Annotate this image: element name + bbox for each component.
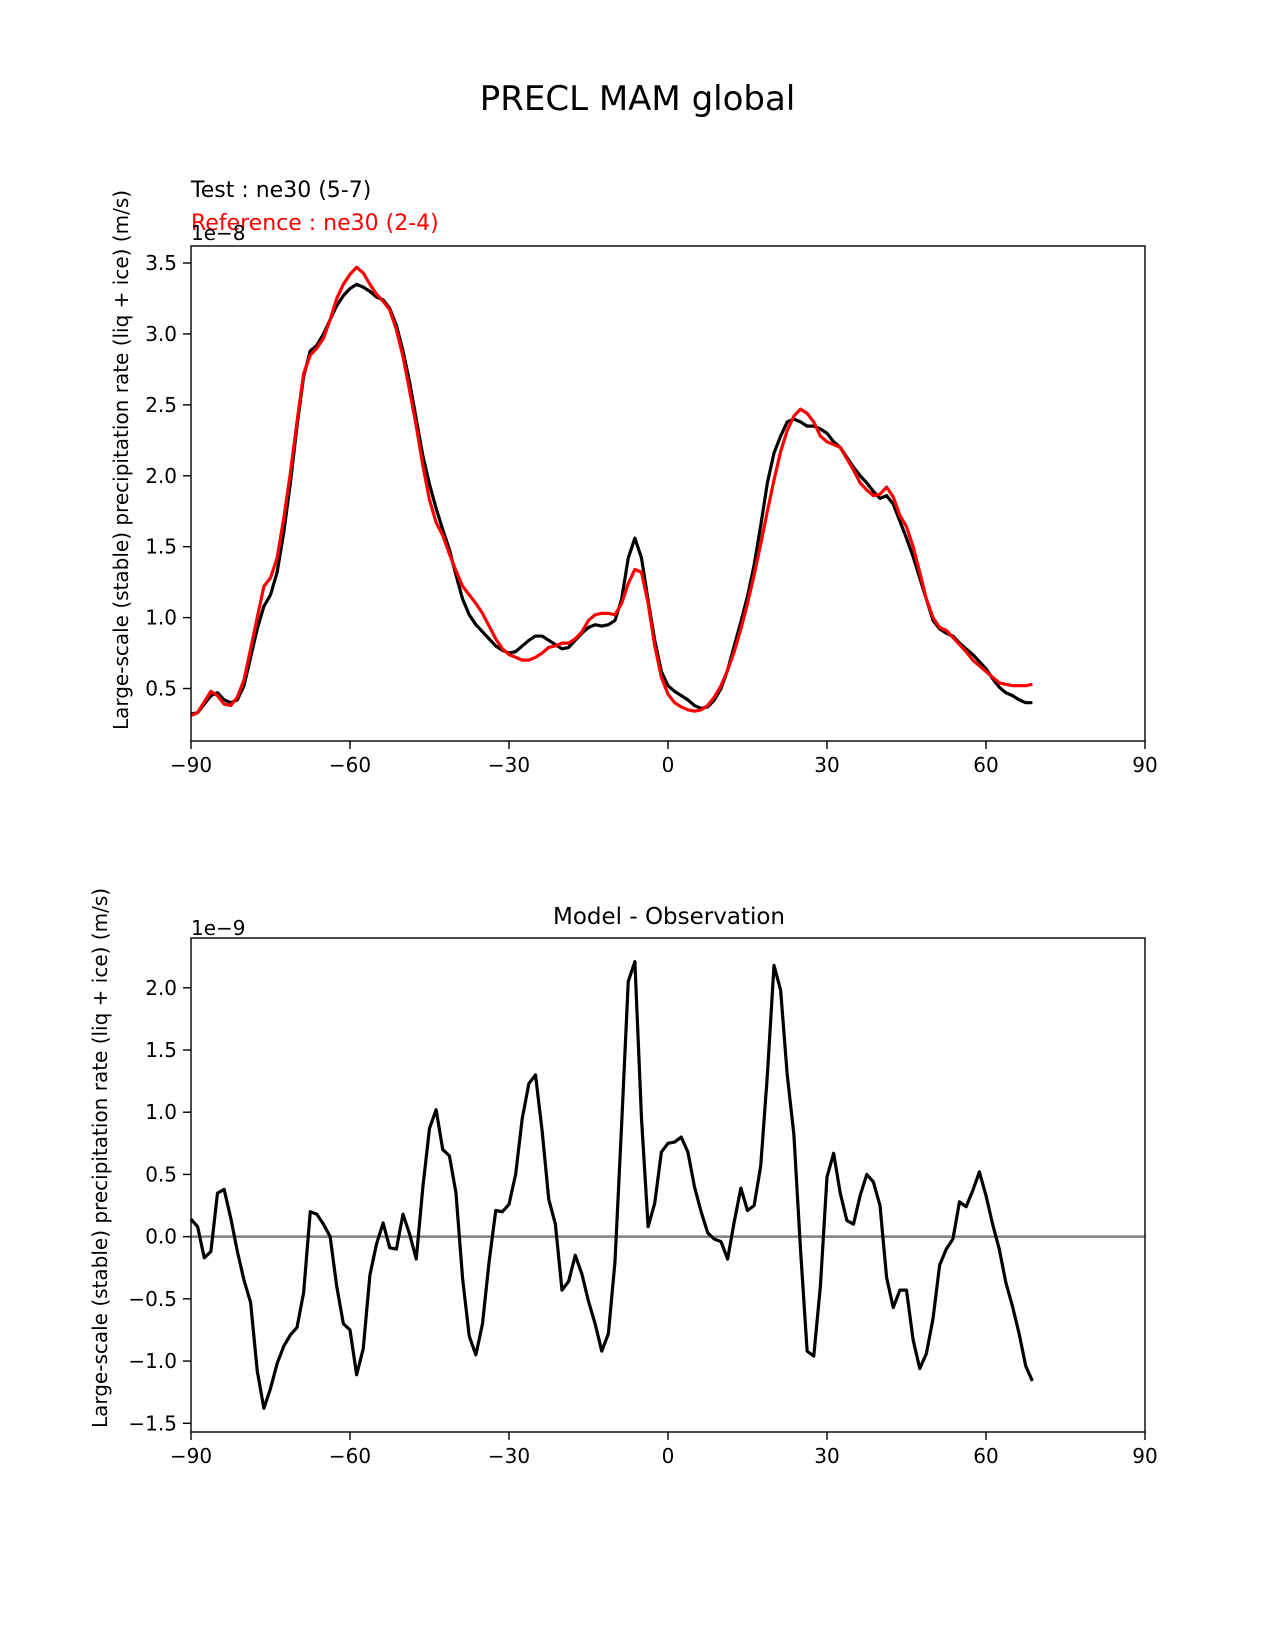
test-legend-label: Test : ne30 (5-7) <box>190 178 371 203</box>
bottom-x-tick-label: −90 <box>170 1444 212 1468</box>
bottom-x-tick-label: −30 <box>488 1444 530 1468</box>
bottom-y-tick-label: 0.5 <box>145 1162 177 1186</box>
top-y-tick-label: 3.5 <box>145 251 177 275</box>
top-x-tick-label: 0 <box>662 753 675 777</box>
bottom-x-tick-label: 60 <box>973 1444 998 1468</box>
figure-title: PRECL MAM global <box>480 79 796 119</box>
top-offset-label: 1e−8 <box>191 221 246 245</box>
bottom-y-tick-label: 1.0 <box>145 1100 177 1124</box>
bottom-x-tick-label: −60 <box>329 1444 371 1468</box>
top-x-tick-label: −90 <box>170 753 212 777</box>
top-x-tick-label: 60 <box>973 753 998 777</box>
top-y-tick-label: 1.0 <box>145 606 177 630</box>
bottom-x-tick-label: 90 <box>1132 1444 1157 1468</box>
bottom-y-axis-label: Large-scale (stable) precipitation rate … <box>88 888 112 1428</box>
bottom-y-tick-label: −1.0 <box>128 1349 177 1373</box>
bottom-y-tick-label: −0.5 <box>128 1287 177 1311</box>
top-panel: Test : ne30 (5-7) Reference : ne30 (2-4)… <box>109 178 1158 777</box>
reference-legend-label: Reference : ne30 (2-4) <box>191 211 439 236</box>
top-x-tick-label: −60 <box>329 753 371 777</box>
bottom-plot-area: −90 −60 −30 0 30 60 90 −1.5 −1.0 −0.5 0.0 0.5 1.0 1.5… <box>128 937 1158 1468</box>
top-y-tick-label: 1.5 <box>145 535 177 559</box>
top-x-tick-label: 30 <box>814 753 839 777</box>
bottom-x-tick-label: 0 <box>662 1444 675 1468</box>
top-plot-area: −90 −60 −30 0 30 60 90 0.5 1.0 1.5 2.0 2.5 3.0 3.5 <box>145 245 1158 777</box>
top-y-tick-label: 0.5 <box>145 677 177 701</box>
bottom-series-difference <box>189 960 1034 1410</box>
bottom-offset-label: 1e−9 <box>191 916 246 940</box>
top-y-tick-label: 2.5 <box>145 393 177 417</box>
bottom-panel: Model - Observation 1e−9 Large-scale (st… <box>88 888 1158 1468</box>
top-x-tick-label: −30 <box>488 753 530 777</box>
bottom-y-tick-label: 1.5 <box>145 1038 177 1062</box>
bottom-title: Model - Observation <box>553 904 785 930</box>
top-series-test <box>190 282 1033 716</box>
top-y-tick-label: 3.0 <box>145 322 177 346</box>
bottom-y-tick-label: 0.0 <box>145 1225 177 1249</box>
top-x-tick-label: 90 <box>1132 753 1157 777</box>
top-y-tick-label: 2.0 <box>145 464 177 488</box>
bottom-y-tick-label: 2.0 <box>145 976 177 1000</box>
top-y-axis-label: Large-scale (stable) precipitation rate … <box>109 190 133 730</box>
bottom-x-tick-label: 30 <box>814 1444 839 1468</box>
bottom-y-tick-label: −1.5 <box>128 1411 177 1435</box>
top-series-reference <box>190 265 1033 717</box>
